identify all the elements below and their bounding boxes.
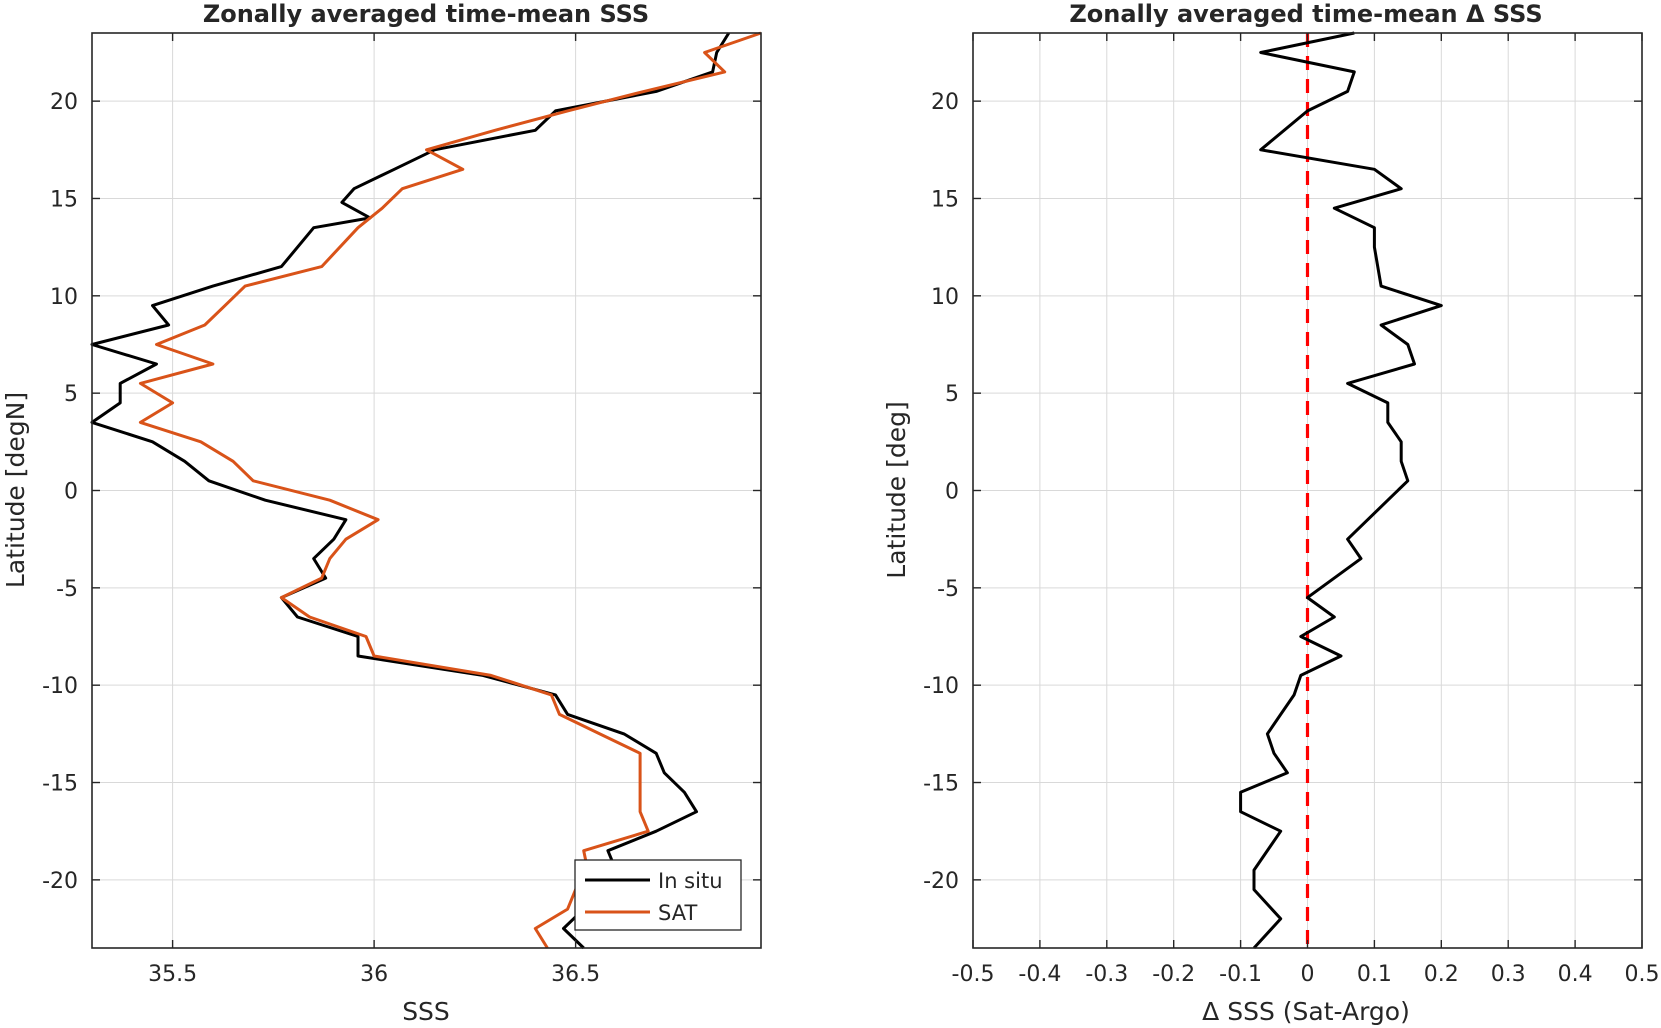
x-axis-label: SSS <box>402 997 450 1026</box>
series-line-sat <box>138 31 762 949</box>
delta-sss-panel: -0.5 -0.4 -0.3 -0.2 -0.1 0 0.1 0.2 0.3 0.4 0.5 20 15… <box>882 0 1660 1026</box>
y-tick-label: -5 <box>56 577 78 602</box>
tick-labels: 35.5 36 36.5 20 15 10 5 0 -5 -10 -15 -20 <box>42 90 600 987</box>
x-tick-label: 0.1 <box>1357 962 1392 987</box>
y-tick-label: 20 <box>50 90 78 115</box>
x-tick-label: 36 <box>360 962 388 987</box>
y-tick-label: 15 <box>50 187 78 212</box>
y-tick-label: 0 <box>64 480 78 505</box>
x-tick-label: -0.2 <box>1152 962 1195 987</box>
grid-lines <box>92 33 761 948</box>
y-tick-label: 20 <box>931 90 959 115</box>
series-lines <box>90 31 762 950</box>
y-tick-label: 10 <box>50 285 78 310</box>
series-lines <box>1239 31 1443 950</box>
chart-title: Zonally averaged time-mean SSS <box>203 0 649 28</box>
chart-title: Zonally averaged time-mean Δ SSS <box>1069 0 1542 28</box>
x-tick-label: -0.4 <box>1018 962 1061 987</box>
x-tick-label: 0 <box>1301 962 1315 987</box>
x-tick-label: -0.1 <box>1219 962 1262 987</box>
tick-labels: -0.5 -0.4 -0.3 -0.2 -0.1 0 0.1 0.2 0.3 0.4 0.5 20 15… <box>923 90 1659 987</box>
y-tick-label: -20 <box>923 869 959 894</box>
legend: In situ SAT <box>574 859 742 931</box>
series-line-in-situ <box>90 32 731 950</box>
x-tick-label: -0.3 <box>1085 962 1128 987</box>
legend-label-in-situ: In situ <box>658 869 723 893</box>
legend-box <box>574 859 742 931</box>
y-tick-label: -20 <box>42 869 78 894</box>
y-tick-label: -15 <box>42 772 78 797</box>
tick-marks <box>92 33 761 948</box>
y-tick-label: -10 <box>923 674 959 699</box>
y-axis-label: Latitude [deg] <box>882 401 911 578</box>
y-axis-label: Latitude [degN] <box>1 392 30 588</box>
y-tick-label: 5 <box>64 382 78 407</box>
sss-panel: 35.5 36 36.5 20 15 10 5 0 -5 -10 -15 -20 Zonally av… <box>1 0 762 1026</box>
x-tick-label: -0.5 <box>952 962 995 987</box>
y-tick-label: -15 <box>923 772 959 797</box>
legend-label-sat: SAT <box>658 901 697 925</box>
tick-marks <box>972 33 1643 948</box>
y-tick-label: 10 <box>931 285 959 310</box>
x-tick-label: 36.5 <box>551 962 600 987</box>
x-tick-label: 0.5 <box>1625 962 1660 987</box>
x-tick-label: 35.5 <box>148 962 197 987</box>
x-tick-label: 0.2 <box>1424 962 1459 987</box>
y-tick-label: 5 <box>945 382 959 407</box>
y-tick-label: 0 <box>945 480 959 505</box>
x-axis-label: Δ SSS (Sat-Argo) <box>1202 997 1410 1026</box>
y-tick-label: -5 <box>937 577 959 602</box>
y-tick-label: -10 <box>42 674 78 699</box>
x-tick-label: 0.4 <box>1558 962 1593 987</box>
y-tick-label: 15 <box>931 187 959 212</box>
series-line-delta-sss <box>1239 31 1443 950</box>
x-tick-label: 0.3 <box>1491 962 1526 987</box>
